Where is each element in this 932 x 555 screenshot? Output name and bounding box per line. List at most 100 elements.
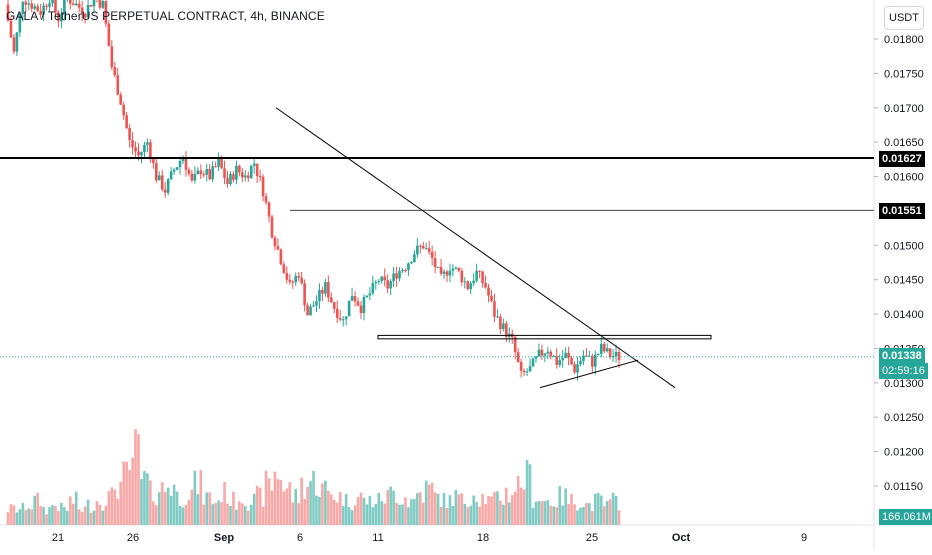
last-price-badge: 0.01338 xyxy=(879,348,925,364)
volume-bar xyxy=(333,500,336,525)
candle-body xyxy=(443,272,446,274)
volume-bar xyxy=(452,506,455,525)
price-tick-label: 0.01650 xyxy=(884,137,924,149)
time-tick-label: 11 xyxy=(372,532,383,544)
candle-body xyxy=(48,3,51,6)
candle-body xyxy=(125,115,128,128)
candle-body xyxy=(300,278,303,283)
candle-body xyxy=(158,175,161,180)
volume-bar xyxy=(552,507,555,525)
volume-bar xyxy=(618,510,621,525)
volume-bar xyxy=(404,497,407,525)
volume-bar xyxy=(54,506,57,525)
candle-body xyxy=(176,167,179,170)
volume-bar xyxy=(499,501,502,525)
candle-body xyxy=(404,270,407,271)
price-axis[interactable]: 0.018000.017500.017000.016500.016000.015… xyxy=(874,34,924,493)
candle-body xyxy=(27,3,30,4)
candle-body xyxy=(90,5,93,7)
candle-body xyxy=(452,269,455,271)
support-zone-box[interactable] xyxy=(378,335,711,338)
price-tick-label: 0.01600 xyxy=(884,172,924,184)
volume-bar xyxy=(600,495,603,525)
volume-bar xyxy=(544,501,547,525)
volume-bar xyxy=(520,487,523,525)
volume-bar xyxy=(416,493,419,525)
candle-body xyxy=(502,323,505,329)
candle-body xyxy=(475,271,478,281)
volume-bar xyxy=(339,492,342,525)
descending-trendline[interactable] xyxy=(276,108,675,388)
candle-body xyxy=(102,1,105,8)
volume-bar xyxy=(84,506,87,525)
volume-bar xyxy=(327,491,330,525)
candle-body xyxy=(69,0,72,4)
candle-body xyxy=(455,268,458,269)
candle-body xyxy=(211,166,214,179)
volume-bar xyxy=(176,492,179,525)
candle-body xyxy=(392,273,395,281)
ascending-trendline[interactable] xyxy=(540,360,638,388)
candle-body xyxy=(321,290,324,294)
volume-bar xyxy=(472,495,475,525)
candle-body xyxy=(597,354,600,355)
volume-bar xyxy=(443,493,446,525)
volume-bar xyxy=(588,503,591,525)
volume-bar xyxy=(22,503,25,525)
volume-bar xyxy=(170,496,173,525)
volume-bar xyxy=(570,494,573,525)
candle-body xyxy=(137,151,140,155)
volume-bar xyxy=(259,488,262,525)
volume-bar xyxy=(10,504,13,525)
volume-bar xyxy=(283,492,286,525)
volume-bar xyxy=(440,507,443,525)
volume-bar xyxy=(487,496,490,525)
candle-body xyxy=(309,307,312,316)
candle-body xyxy=(232,174,235,180)
volume-bar xyxy=(116,499,119,525)
candle-body xyxy=(413,254,416,262)
volume-bar xyxy=(529,464,532,525)
currency-button[interactable]: USDT xyxy=(884,6,924,30)
volume-bar xyxy=(481,494,484,525)
volume-bar xyxy=(612,493,615,525)
candle-body xyxy=(288,280,291,282)
volume-bar xyxy=(90,513,93,525)
volume-bar xyxy=(274,472,277,525)
candle-body xyxy=(579,361,582,364)
volume-bar xyxy=(78,509,81,525)
candle-body xyxy=(380,276,383,281)
candle-body xyxy=(78,4,81,8)
candle-body xyxy=(529,366,532,371)
candle-body xyxy=(244,175,247,177)
candle-body xyxy=(170,172,173,180)
drawings[interactable] xyxy=(0,108,874,388)
candle-body xyxy=(550,352,553,357)
volume-bar xyxy=(538,501,541,525)
volume-bar xyxy=(185,505,188,525)
candle-body xyxy=(128,128,131,140)
volume-bar xyxy=(351,510,354,525)
candle-body xyxy=(330,298,333,303)
candle-body xyxy=(113,67,116,75)
price-tick-label: 0.01700 xyxy=(884,103,924,115)
candle-body xyxy=(526,372,529,373)
volume-bar xyxy=(194,471,197,525)
candle-body xyxy=(318,290,321,301)
volume-bar xyxy=(13,505,16,525)
volume-bar xyxy=(105,506,108,525)
volume-bar xyxy=(200,470,203,525)
volume-bar xyxy=(33,496,36,525)
time-tick-label: Oct xyxy=(672,532,691,544)
volume-bar xyxy=(202,505,205,525)
volume-bar xyxy=(603,506,606,525)
volume-bar xyxy=(547,500,550,525)
candle-body xyxy=(541,350,544,356)
candle-body xyxy=(463,281,466,282)
candle-body xyxy=(16,32,19,51)
volume-bar xyxy=(458,494,461,525)
volume-bar xyxy=(188,500,191,525)
